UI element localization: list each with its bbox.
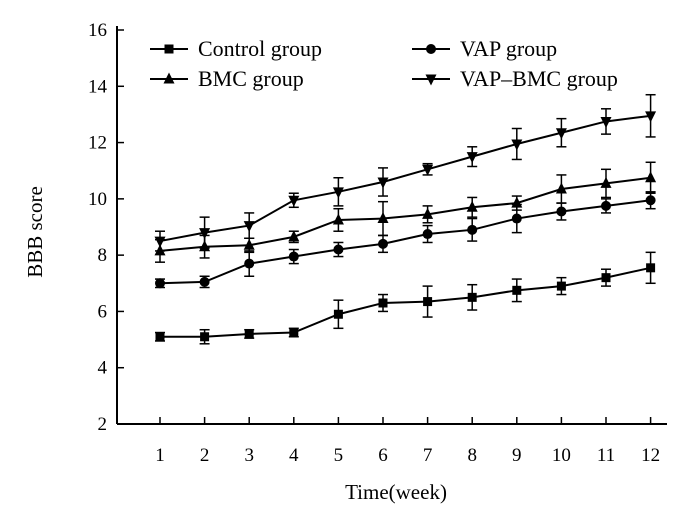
data-point-vap-bmc-group	[422, 164, 434, 176]
data-point-vap-group	[378, 238, 388, 249]
data-point-bmc-group	[645, 171, 657, 183]
data-point-control-group	[467, 292, 477, 302]
data-point-bmc-group	[466, 200, 478, 212]
x-tick-label: 1	[155, 445, 165, 466]
data-point-vap-bmc-group	[511, 139, 523, 151]
y-tick-label: 12	[88, 133, 107, 154]
y-tick-label: 10	[88, 189, 107, 210]
data-point-control-group	[646, 263, 656, 273]
x-tick-label: 9	[512, 445, 522, 466]
x-tick-label: 10	[552, 445, 571, 466]
data-point-bmc-group	[422, 207, 434, 219]
data-point-bmc-group	[555, 182, 567, 194]
data-point-bmc-group	[243, 238, 255, 250]
x-tick-label: 11	[597, 445, 615, 466]
data-point-vap-group	[244, 258, 255, 269]
data-point-bmc-group	[377, 212, 389, 224]
y-tick-label: 6	[98, 301, 108, 322]
data-point-control-group	[200, 332, 210, 342]
y-tick-label: 4	[98, 358, 108, 379]
data-point-vap-group	[333, 244, 344, 255]
x-tick-label: 7	[423, 445, 433, 466]
data-point-vap-bmc-group	[243, 221, 255, 233]
y-axis-title: BBB score	[23, 186, 47, 278]
x-tick-label: 4	[289, 445, 299, 466]
series-line-control-group	[160, 266, 651, 338]
data-point-vap-bmc-group	[154, 236, 166, 248]
data-point-vap-bmc-group	[288, 195, 300, 207]
x-tick-label: 2	[200, 445, 210, 466]
data-point-vap-bmc-group	[377, 177, 389, 189]
data-point-control-group	[244, 329, 254, 339]
data-point-vap-group	[645, 195, 656, 206]
y-tick-label: 14	[88, 76, 108, 97]
x-tick-label: 5	[334, 445, 344, 466]
data-point-vap-group	[199, 276, 210, 287]
series-line-bmc-group	[159, 176, 651, 252]
legend-label-vap-group: VAP group	[460, 36, 557, 61]
data-point-vap-bmc-group	[600, 116, 612, 128]
legend-label-vap-bmc-group: VAP–BMC group	[460, 66, 618, 91]
data-point-vap-bmc-group	[332, 187, 344, 199]
x-tick-label: 8	[467, 445, 477, 466]
legend-label-bmc-group: BMC group	[198, 66, 304, 91]
data-point-control-group	[378, 298, 388, 308]
data-point-bmc-group	[332, 213, 344, 225]
data-point-vap-bmc-group	[555, 128, 567, 140]
x-tick-label: 6	[378, 445, 388, 466]
data-point-control-group	[601, 273, 611, 283]
x-tick-label: 12	[641, 445, 660, 466]
data-point-vap-group	[155, 278, 165, 289]
data-point-vap-bmc-group	[199, 228, 211, 240]
legend-marker-bmc-group	[163, 72, 175, 84]
x-axis-title: Time(week)	[345, 480, 447, 504]
y-tick-label: 8	[98, 245, 108, 266]
legend-marker-vap-group	[426, 44, 436, 54]
data-point-control-group	[289, 328, 299, 338]
series-line-vap-bmc-group	[159, 114, 651, 243]
data-point-control-group	[155, 332, 165, 342]
data-point-bmc-group	[288, 230, 300, 242]
data-point-control-group	[556, 281, 566, 291]
legend-label-control-group: Control group	[198, 36, 322, 61]
x-tick-label: 3	[244, 445, 254, 466]
data-point-vap-bmc-group	[645, 111, 657, 123]
data-point-bmc-group	[511, 196, 523, 208]
data-point-vap-group	[422, 229, 433, 240]
data-point-control-group	[423, 297, 433, 307]
data-point-vap-group	[288, 251, 299, 262]
legend-marker-control-group	[164, 44, 174, 54]
data-point-bmc-group	[600, 176, 612, 188]
data-point-vap-group	[467, 224, 478, 235]
data-point-vap-group	[511, 213, 522, 224]
legend-marker-vap-bmc-group	[425, 74, 437, 86]
y-tick-label: 2	[98, 414, 108, 435]
y-tick-label: 16	[88, 20, 107, 41]
data-point-control-group	[333, 309, 343, 319]
data-point-vap-group	[601, 200, 611, 211]
series-line-vap-group	[159, 199, 651, 285]
data-point-vap-bmc-group	[466, 152, 478, 164]
data-point-vap-group	[556, 206, 567, 217]
data-point-control-group	[512, 285, 522, 295]
